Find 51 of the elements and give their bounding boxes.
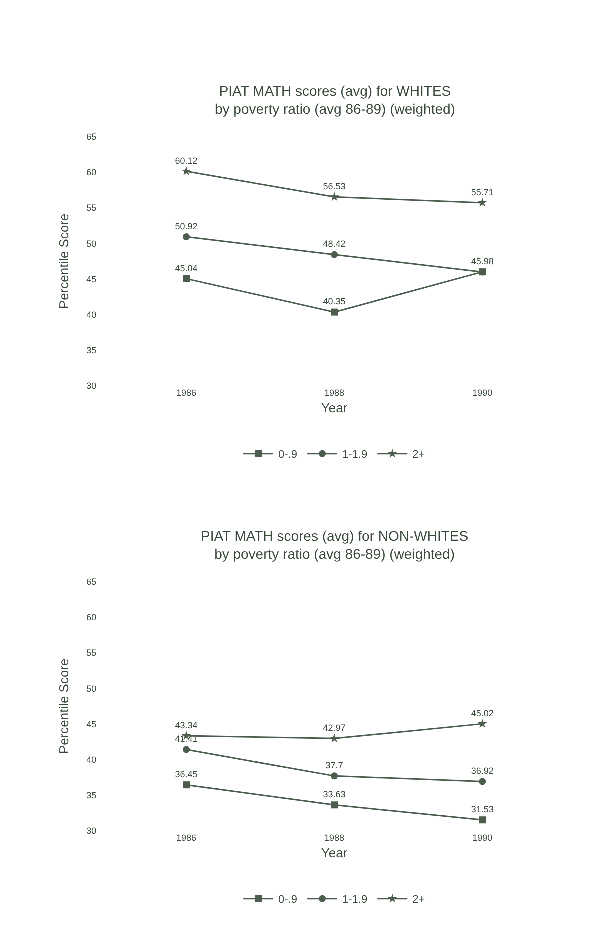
y-tick-label: 65 bbox=[86, 132, 97, 142]
chart-title: PIAT MATH scores (avg) for WHITES by poverty ratio (avg 86-89) (weighted) bbox=[215, 83, 456, 118]
data-label: 45.98 bbox=[471, 256, 494, 267]
y-tick-label: 40 bbox=[86, 310, 97, 320]
legend-label: 1-1.9 bbox=[342, 449, 368, 462]
x-tick-label: 1988 bbox=[324, 833, 345, 843]
y-axis-title: Percentile Score bbox=[56, 658, 72, 754]
y-tick-label: 30 bbox=[86, 381, 97, 392]
x-tick-label: 1986 bbox=[176, 388, 197, 398]
y-tick-label: 55 bbox=[86, 203, 97, 214]
x-tick-label: 1990 bbox=[472, 833, 493, 843]
data-label: 36.92 bbox=[471, 766, 494, 776]
x-axis-title: Year bbox=[321, 846, 348, 861]
y-tick-label: 60 bbox=[86, 612, 97, 623]
x-tick-label: 1986 bbox=[176, 833, 197, 843]
x-axis-title: Year bbox=[321, 400, 348, 416]
data-label: 43.34 bbox=[175, 720, 198, 730]
data-label: 33.63 bbox=[323, 790, 346, 800]
chart-title: PIAT MATH scores (avg) for NON-WHITES by poverty ratio (avg 86-89) (weighted) bbox=[201, 528, 469, 562]
data-label: 40.35 bbox=[323, 296, 346, 307]
data-label: 45.02 bbox=[471, 708, 494, 718]
data-label: 36.45 bbox=[175, 769, 198, 780]
legend-label: 0-.9 bbox=[278, 894, 298, 906]
data-label: 31.53 bbox=[471, 804, 494, 814]
y-tick-label: 45 bbox=[86, 719, 97, 730]
y-axis-title: Percentile Score bbox=[56, 214, 72, 310]
legend-label: 1-1.9 bbox=[342, 894, 368, 906]
data-label: 37.7 bbox=[326, 760, 344, 771]
legend-label: 0-.9 bbox=[278, 449, 298, 462]
data-label: 42.97 bbox=[323, 723, 346, 734]
data-label: 56.53 bbox=[323, 181, 346, 192]
y-tick-label: 45 bbox=[86, 274, 97, 284]
y-tick-label: 35 bbox=[86, 790, 97, 801]
legend-label: 2+ bbox=[412, 894, 426, 906]
y-tick-label: 65 bbox=[86, 576, 97, 587]
data-label: 60.12 bbox=[175, 156, 198, 166]
data-label: 45.04 bbox=[175, 263, 198, 274]
x-tick-label: 1988 bbox=[324, 388, 345, 398]
data-label: 55.71 bbox=[471, 187, 494, 198]
y-tick-label: 50 bbox=[86, 238, 97, 249]
legend-label: 2+ bbox=[412, 449, 426, 462]
y-tick-label: 40 bbox=[86, 754, 97, 765]
x-tick-label: 1990 bbox=[472, 388, 493, 398]
y-tick-label: 35 bbox=[86, 346, 97, 356]
data-label: 48.42 bbox=[323, 239, 346, 250]
data-label: 41.41 bbox=[175, 734, 198, 744]
data-label: 50.92 bbox=[175, 221, 198, 232]
y-tick-label: 55 bbox=[86, 648, 97, 658]
y-tick-label: 50 bbox=[86, 684, 97, 694]
y-tick-label: 60 bbox=[86, 168, 97, 178]
y-tick-label: 30 bbox=[86, 826, 97, 836]
